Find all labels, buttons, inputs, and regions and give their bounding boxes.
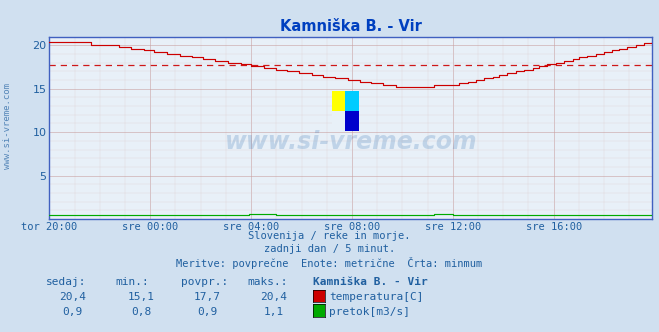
Text: 17,7: 17,7 <box>194 292 221 302</box>
Text: Meritve: povprečne  Enote: metrične  Črta: minmum: Meritve: povprečne Enote: metrične Črta:… <box>177 257 482 269</box>
Text: 15,1: 15,1 <box>129 292 155 302</box>
Bar <box>331 111 345 131</box>
Text: povpr.:: povpr.: <box>181 277 229 287</box>
Text: Kamniška B. - Vir: Kamniška B. - Vir <box>313 277 428 287</box>
Text: 0,8: 0,8 <box>132 307 152 317</box>
Bar <box>345 91 358 111</box>
Bar <box>345 111 358 131</box>
Title: Kamniška B. - Vir: Kamniška B. - Vir <box>280 19 422 34</box>
Text: 20,4: 20,4 <box>260 292 287 302</box>
Text: 20,4: 20,4 <box>59 292 86 302</box>
Text: 0,9: 0,9 <box>63 307 82 317</box>
Text: 0,9: 0,9 <box>198 307 217 317</box>
Text: pretok[m3/s]: pretok[m3/s] <box>330 307 411 317</box>
Text: www.si-vreme.com: www.si-vreme.com <box>225 130 477 154</box>
Text: Slovenija / reke in morje.: Slovenija / reke in morje. <box>248 231 411 241</box>
Text: sedaj:: sedaj: <box>46 277 86 287</box>
Text: temperatura[C]: temperatura[C] <box>330 292 424 302</box>
Text: www.si-vreme.com: www.si-vreme.com <box>3 83 13 169</box>
Bar <box>331 91 345 111</box>
Text: maks.:: maks.: <box>247 277 287 287</box>
Text: zadnji dan / 5 minut.: zadnji dan / 5 minut. <box>264 244 395 254</box>
Text: min.:: min.: <box>115 277 149 287</box>
Text: 1,1: 1,1 <box>264 307 283 317</box>
